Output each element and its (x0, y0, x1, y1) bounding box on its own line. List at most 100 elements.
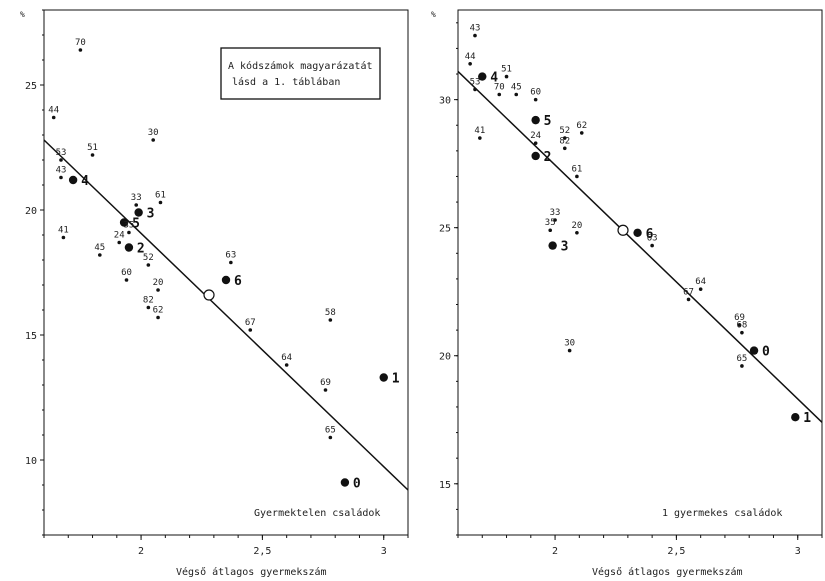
right-point-label-60: 60 (530, 88, 541, 98)
right-point-label-62: 62 (576, 121, 587, 131)
left-plot-frame (43, 9, 409, 536)
left-point-3 (134, 208, 143, 217)
right-point-2 (531, 151, 540, 161)
right-x-tick-label: 2,5 (667, 546, 685, 557)
right-point-5 (531, 115, 540, 125)
left-x-axis-label: Végső átlagos gyermekszám (176, 566, 327, 578)
left-y-tick-label: 25 (25, 81, 37, 92)
left-point-label-63: 63 (225, 251, 236, 261)
right-y-tick-label: 30 (439, 96, 451, 107)
left-point-82 (146, 305, 151, 310)
left-point-20 (156, 288, 160, 292)
right-point-61 (575, 174, 579, 179)
right-point-label-45: 45 (511, 83, 522, 93)
left-x-tick-label: 2,5 (253, 546, 271, 557)
left-point-62 (156, 315, 160, 320)
right-point-24 (533, 141, 538, 145)
right-point-label-64: 64 (695, 277, 706, 287)
left-point-64 (284, 363, 289, 367)
right-point-62 (579, 131, 584, 135)
right-trend (457, 70, 823, 423)
left-note-frame (220, 47, 381, 100)
right-point-label-51: 51 (501, 65, 512, 75)
right-point-label-65: 65 (736, 354, 747, 364)
right-point-label-0: 0 (762, 345, 770, 360)
left-point-58 (328, 318, 333, 322)
right-point-label-33: 33 (550, 208, 561, 218)
right-point-label-82: 82 (559, 136, 570, 146)
left-point-label-69: 69 (320, 378, 331, 388)
left-point-61 (158, 200, 163, 205)
left-x-tick-label: 2 (138, 546, 144, 557)
left-point-65 (328, 435, 333, 440)
right-point-label-63: 63 (647, 234, 658, 244)
right-point-30 (567, 348, 572, 353)
right-point-label-20: 20 (571, 221, 582, 231)
right-point-69 (737, 323, 742, 327)
right-point-3 (548, 241, 557, 250)
left-trend-line (43, 139, 409, 491)
left-x-tick-label: 3 (381, 546, 387, 557)
left-point-label-70: 70 (75, 38, 86, 48)
left-point-33 (134, 203, 139, 207)
right-point-label-6: 6 (646, 227, 654, 242)
left-point-label-58: 58 (325, 308, 336, 318)
left-panel: % A kódszámok magyarázatát lásd a 1. táb… (20, 9, 409, 578)
left-point-label-5: 5 (132, 217, 140, 232)
right-point-64 (698, 287, 703, 291)
right-point-20 (575, 231, 579, 235)
left-point-label-52: 52 (143, 253, 154, 263)
right-y-tick-label: 15 (439, 480, 451, 491)
left-point-label-53: 53 (56, 148, 67, 158)
right-point-35 (548, 228, 553, 233)
right-point-label-68: 68 (736, 321, 747, 331)
right-point-label-43: 43 (470, 24, 481, 34)
right-point-51 (504, 74, 509, 79)
right-point-44 (468, 61, 472, 66)
right-point-label-61: 61 (571, 164, 582, 174)
right-point-41 (478, 136, 482, 140)
left-point-44 (51, 115, 56, 120)
left-point-label-51: 51 (87, 143, 98, 153)
right-caption: 1 gyermekes családok (662, 507, 782, 519)
right-y-tick-label: 25 (439, 224, 451, 235)
right-point-label-2: 2 (544, 150, 552, 165)
left-point-label-44: 44 (48, 106, 59, 116)
left-point-label-24: 24 (114, 231, 125, 241)
left-point-label-35: 35 (124, 221, 135, 231)
right-point-label-30: 30 (564, 339, 575, 349)
right-point-67 (686, 297, 691, 302)
right-unit-label: % (431, 10, 436, 19)
right-point-label-67: 67 (683, 287, 694, 297)
left-y-tick-label: 15 (25, 331, 37, 342)
left-point-45 (98, 253, 102, 257)
right-point-label-41: 41 (474, 126, 485, 136)
right-x-tick-label: 2 (552, 546, 558, 557)
right-x-tick-label: 3 (795, 546, 801, 557)
left-point-52 (146, 263, 151, 267)
left-point-label-6: 6 (234, 274, 242, 289)
right-point-52 (562, 136, 567, 140)
left-note-box: A kódszámok magyarázatát lásd a 1. táblá… (220, 47, 381, 100)
left-point-70 (78, 48, 83, 52)
right-point-label-53: 53 (470, 77, 481, 87)
left-point-label-33: 33 (131, 193, 142, 203)
right-point-label-44: 44 (465, 52, 476, 62)
right-point-82 (562, 146, 567, 151)
left-unit-label: % (20, 10, 25, 19)
right-point-label-24: 24 (530, 131, 541, 141)
left-point-label-45: 45 (94, 243, 105, 253)
left-point-label-43: 43 (56, 166, 67, 176)
left-note-line-1: A kódszámok magyarázatát (228, 60, 373, 72)
right-point-label-3: 3 (561, 240, 569, 255)
left-point-label-64: 64 (281, 353, 292, 363)
left-point-label-67: 67 (245, 318, 256, 328)
left-point-label-4: 4 (81, 174, 89, 189)
left-point-2 (124, 243, 134, 252)
left-point-1 (379, 373, 388, 382)
left-point-label-60: 60 (121, 268, 132, 278)
left-point-53 (59, 158, 63, 162)
